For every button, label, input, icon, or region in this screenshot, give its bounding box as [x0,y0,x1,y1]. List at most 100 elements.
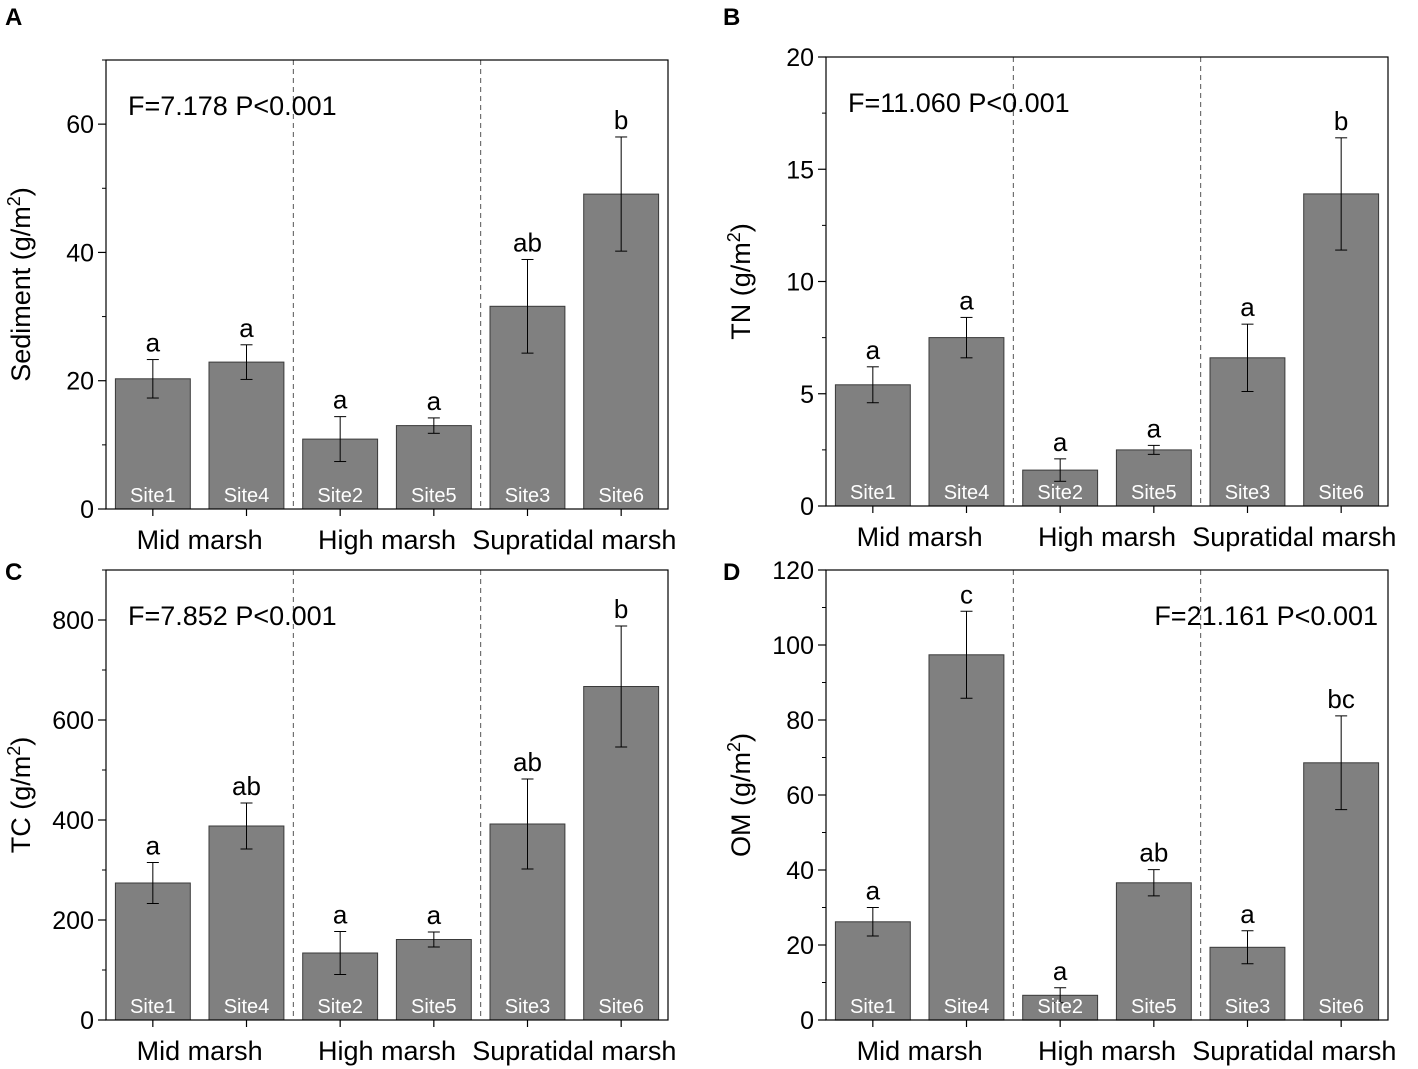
error-bar [866,366,879,404]
site-label: Site2 [1037,996,1083,1018]
y-tick-label: 0 [80,1007,94,1035]
significance-letter: a [866,876,881,906]
significance-letter: a [1053,427,1068,457]
significance-letter: a [1240,899,1255,929]
bar-site4 [928,337,1005,507]
site-label: Site5 [1131,482,1177,504]
y-tick-label: 10 [786,269,814,297]
y-tick-label: 20 [786,44,814,72]
group-label: Supratidal marsh [472,1036,676,1066]
error-bar [240,802,253,850]
error-bar [1147,869,1160,897]
site-label: Site6 [598,996,644,1018]
error-bar [960,316,973,359]
significance-letter: a [1240,292,1255,322]
panel-letter: C [5,559,22,586]
significance-letter: ab [513,747,542,777]
y-tick-label: 20 [66,368,94,396]
y-axis-label: TN (g/m2) [724,223,756,340]
anova-statistic: F=11.060 P<0.001 [848,88,1070,118]
site-label: Site5 [1131,996,1177,1018]
y-axis-label: Sediment (g/m2) [4,187,36,382]
group-label: Supratidal marsh [1192,1036,1396,1066]
y-tick-label: 40 [786,857,814,885]
site-label: Site4 [224,485,270,507]
y-tick-label: 15 [786,156,814,184]
panel-c: C Site1 a Site4 ab Site2 a Site5 a Site3 ab Site6 b 0… [4,559,676,1066]
group-label: Mid marsh [137,1036,263,1066]
site-label: Site3 [505,996,551,1018]
significance-letter: a [333,900,348,930]
bar-site5 [1115,882,1192,1021]
group-label: High marsh [318,1036,456,1066]
panel-letter: A [5,4,22,31]
site-label: Site1 [130,485,176,507]
error-bar [1335,715,1348,811]
significance-letter: a [427,900,442,930]
panel-letter: B [723,4,740,31]
y-tick-label: 600 [52,707,94,735]
y-tick-label: 60 [786,782,814,810]
group-label: Supratidal marsh [1192,522,1396,552]
y-axis-label-main: OM (g/m [726,752,756,857]
significance-letter: a [333,385,348,415]
bar-site1 [114,882,191,1021]
site-label: Site6 [598,485,644,507]
site-label: Site4 [944,482,990,504]
site-label: Site6 [1318,482,1364,504]
y-tick-label: 20 [786,932,814,960]
bar-site4 [208,825,285,1021]
error-bar [146,862,159,904]
error-bar [960,610,973,699]
y-tick-label: 80 [786,707,814,735]
y-axis-label-superscript: 2 [724,742,744,752]
site-label: Site3 [505,485,551,507]
significance-letter: ab [513,227,542,257]
y-axis-label: OM (g/m2) [724,733,756,857]
error-bar [240,344,253,380]
significance-letter: b [614,105,628,135]
y-axis-label-main: TN (g/m [726,242,756,340]
site-label: Site3 [1225,996,1271,1018]
y-axis-label-main: TC (g/m [6,756,36,854]
group-label: High marsh [1038,522,1176,552]
group-label: Mid marsh [857,1036,983,1066]
site-label: Site2 [317,996,363,1018]
site-label: Site1 [130,996,176,1018]
site-label: Site1 [850,996,896,1018]
error-bar [334,416,347,463]
site-label: Site2 [317,485,363,507]
anova-statistic: F=7.852 P<0.001 [128,601,337,631]
significance-letter: a [1053,956,1068,986]
error-bar [866,907,879,937]
bar-site4 [928,654,1005,1021]
panel-d: D Site1 a Site4 c Site2 a Site5 ab Site3 a Site6 bc 0… [723,557,1396,1066]
significance-letter: a [1147,413,1162,443]
y-axis-label-close: ) [6,187,36,196]
error-bar [1054,458,1067,482]
y-tick-label: 0 [800,493,814,521]
y-axis-label-superscript: 2 [724,232,744,242]
y-tick-label: 0 [800,1007,814,1035]
group-label: High marsh [1038,1036,1176,1066]
panel-letter: D [723,559,740,586]
site-label: Site4 [224,996,270,1018]
bar-site1 [834,921,911,1021]
y-axis-label-close: ) [726,223,756,232]
error-bar [427,931,440,948]
plot-frame [105,59,669,510]
significance-letter: a [146,831,161,861]
significance-letter: ab [1139,838,1168,868]
significance-letter: a [959,285,974,315]
significance-letter: b [1334,106,1348,136]
y-axis-label: TC (g/m2) [4,737,36,854]
bar-site5 [1115,449,1192,507]
site-label: Site5 [411,485,457,507]
error-bar [1335,137,1348,251]
significance-letter: bc [1327,684,1354,714]
error-bar [521,778,534,870]
significance-letter: ab [232,771,261,801]
significance-letter: a [427,386,442,416]
site-label: Site3 [1225,482,1271,504]
significance-letter: a [239,313,254,343]
